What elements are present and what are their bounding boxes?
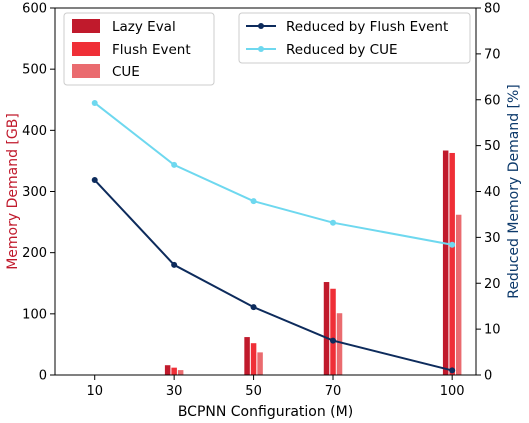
bar-lazy-eval-50 [244, 337, 250, 375]
y-right-tick-label-80: 80 [484, 2, 501, 17]
y-right-tick-label-50: 50 [484, 139, 501, 154]
legend-lines: Reduced by Flush Event Reduced by CUE [238, 12, 471, 64]
x-tick-label-30: 30 [166, 384, 183, 399]
point-reduced-by-flush-event-10 [91, 177, 98, 184]
y-left-axis-title: Memory Demand [GB] [5, 113, 21, 270]
x-tick-label-10: 10 [86, 384, 103, 399]
y-right-tick-label-0: 0 [484, 369, 492, 384]
legend-swatch-lazy-eval [72, 19, 100, 33]
y-right-axis-ticks: 0 10 20 30 40 50 60 70 80 [476, 2, 501, 384]
bar-lazy-eval-70 [323, 282, 330, 375]
y-left-tick-label-200: 200 [22, 246, 47, 261]
bar-flush-event-30 [171, 367, 177, 375]
y-right-tick-label-60: 60 [484, 93, 501, 108]
legend-marker-cue [258, 46, 264, 52]
x-axis-ticks: 10 30 50 70 100 [86, 375, 465, 399]
legend-label-cue: CUE [112, 64, 140, 80]
y-right-tick-label-30: 30 [484, 231, 501, 246]
point-reduced-by-flush-event-30 [171, 261, 178, 268]
x-axis-title: BCPNN Configuration (M) [178, 404, 353, 420]
legend-swatch-cue [72, 64, 100, 78]
bar-flush-event-50 [250, 343, 257, 375]
legend-label-lazy-eval: Lazy Eval [112, 19, 176, 35]
bar-cue-70 [336, 313, 343, 375]
bars-layer [164, 150, 462, 375]
legend-bars-frame [63, 12, 215, 86]
point-reduced-by-flush-event-50 [250, 304, 257, 311]
y-right-tick-label-20: 20 [484, 277, 501, 292]
bar-flush-event-70 [330, 288, 336, 375]
point-reduced-by-cue-10 [91, 99, 98, 106]
x-tick-label-50: 50 [245, 384, 262, 399]
y-right-tick-label-70: 70 [484, 47, 501, 62]
point-reduced-by-cue-100 [449, 241, 456, 248]
legend-marker-flush-event [258, 23, 264, 29]
y-left-tick-label-300: 300 [22, 185, 47, 200]
bar-cue-30 [177, 370, 184, 375]
y-left-axis-ticks: 0 100 200 300 400 500 600 [22, 2, 55, 384]
y-left-tick-label-0: 0 [39, 369, 47, 384]
y-left-tick-label-400: 400 [22, 124, 47, 139]
point-reduced-by-cue-70 [330, 219, 337, 226]
x-tick-label-70: 70 [325, 384, 342, 399]
bar-cue-100 [455, 214, 462, 375]
point-reduced-by-flush-event-70 [330, 337, 337, 344]
bar-cue-50 [257, 352, 263, 375]
legend-label-reduced-by-flush-event: Reduced by Flush Event [286, 19, 448, 35]
bar-lazy-eval-30 [164, 365, 171, 375]
legend-swatch-flush-event [72, 42, 100, 56]
point-reduced-by-cue-30 [171, 161, 178, 168]
y-left-tick-label-500: 500 [22, 63, 47, 78]
lines-layer [91, 99, 456, 374]
legend-lines-frame [238, 12, 471, 64]
y-left-tick-label-600: 600 [22, 2, 47, 17]
y-right-axis-title: Reduced Memory Demand [%] [506, 84, 522, 299]
y-left-tick-label-100: 100 [22, 307, 47, 322]
legend-label-flush-event: Flush Event [112, 42, 191, 58]
y-right-tick-label-40: 40 [484, 185, 501, 200]
point-reduced-by-cue-50 [250, 198, 257, 205]
legend-label-reduced-by-cue: Reduced by CUE [286, 42, 397, 58]
legend-bars: Lazy Eval Flush Event CUE [63, 12, 215, 86]
x-tick-label-100: 100 [440, 384, 465, 399]
y-right-tick-label-10: 10 [484, 323, 501, 338]
bar-flush-event-100 [449, 152, 455, 375]
bar-lazy-eval-100 [442, 150, 449, 375]
point-reduced-by-flush-event-100 [449, 367, 456, 374]
